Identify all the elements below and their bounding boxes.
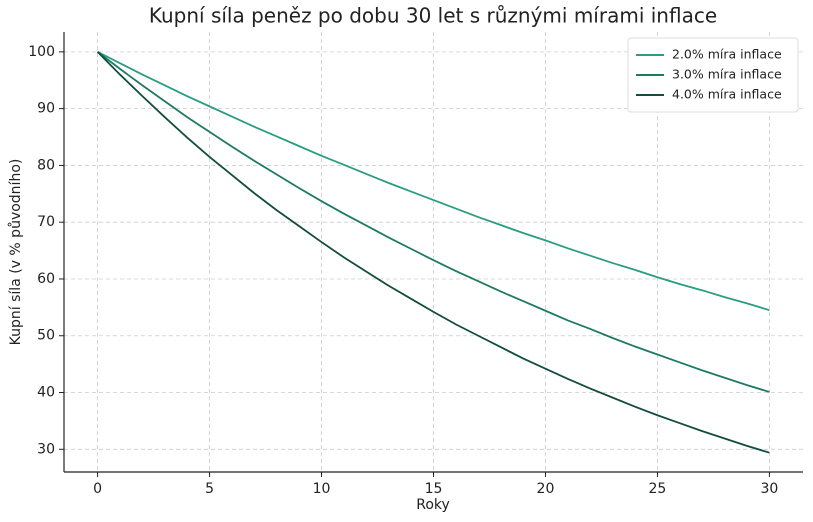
y-tick-label: 40 — [37, 385, 55, 401]
x-tick-label: 5 — [205, 481, 214, 497]
x-tick-label: 0 — [93, 481, 102, 497]
y-axis-label: Kupní síla (v % původního) — [8, 159, 24, 346]
x-tick-label: 25 — [649, 481, 667, 497]
legend: 2.0% míra inflace 3.0% míra inflace 4.0% m… — [627, 37, 799, 113]
line — [97, 51, 770, 393]
legend-box — [627, 37, 799, 113]
y-tick-label: 50 — [37, 328, 55, 344]
y-tick-label: 90 — [37, 101, 55, 117]
x-tick-label: 15 — [425, 481, 443, 497]
legend-label: 3.0% míra inflace — [672, 67, 782, 82]
chart-title: Kupní síla peněz po dobu 30 let s různým… — [149, 4, 717, 28]
x-tick-label: 20 — [537, 481, 555, 497]
line — [97, 51, 770, 312]
y-tick-label: 80 — [37, 157, 55, 173]
legend-label: 2.0% míra inflace — [672, 47, 782, 62]
x-axis-label: Roky — [416, 497, 450, 513]
x-tick-label: 10 — [313, 481, 331, 497]
y-tick-label: 30 — [37, 441, 55, 457]
line — [96, 51, 770, 454]
y-tick-label: 60 — [37, 271, 55, 287]
y-tick-label: 100 — [28, 44, 55, 60]
y-tick-label: 70 — [37, 214, 55, 230]
x-tick-label: 30 — [760, 481, 778, 497]
legend-label: 4.0% míra inflace — [672, 87, 782, 102]
